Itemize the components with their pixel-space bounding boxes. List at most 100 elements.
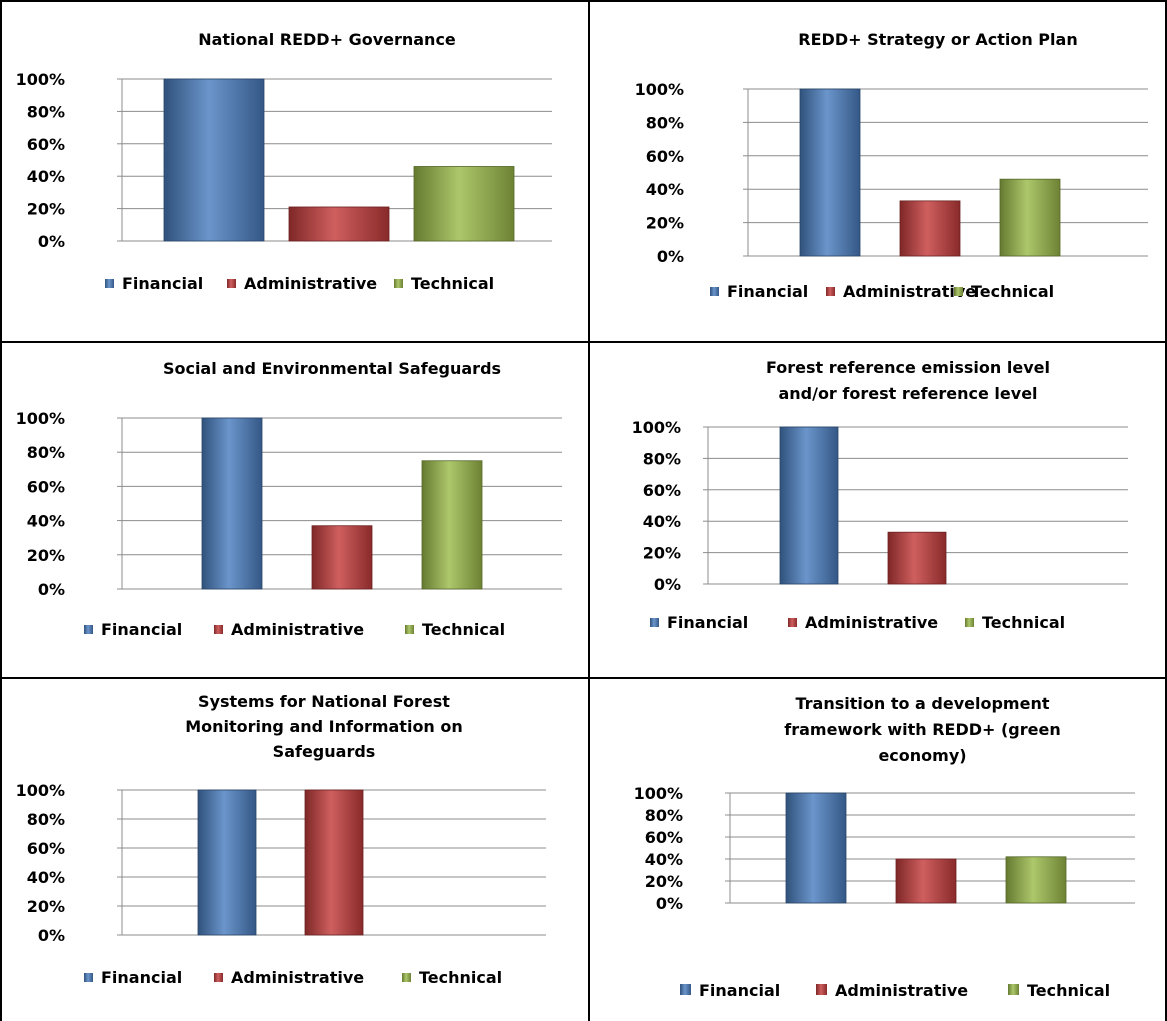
- chart-svg: National REDD+ Governance 0% 20% 40% 60% 80% 1…: [16, 30, 552, 293]
- grid-border-top: [0, 0, 1167, 2]
- chart-svg: REDD+ Strategy or Action Plan 0% 20% 40% 60%…: [635, 30, 1148, 301]
- y-tick-label: 20%: [646, 214, 684, 233]
- legend-label-administrative: Administrative: [244, 274, 377, 293]
- y-tick-label: 80%: [27, 102, 65, 121]
- chart-forest-reference-emission-level: Forest reference emission level and/or fo…: [590, 343, 1165, 677]
- y-tick-label: 100%: [634, 784, 683, 803]
- legend-label-administrative: Administrative: [231, 968, 364, 987]
- y-tick-label: 80%: [645, 806, 683, 825]
- legend-swatch-technical: [954, 287, 963, 296]
- chart-title-line: framework with REDD+ (green: [784, 720, 1060, 739]
- legend-swatch-financial: [680, 984, 691, 995]
- y-tick-label: 60%: [643, 481, 681, 500]
- y-tick-label: 60%: [645, 828, 683, 847]
- legend-label-financial: Financial: [122, 274, 203, 293]
- y-tick-label: 60%: [27, 477, 65, 496]
- y-tick-label: 100%: [632, 418, 681, 437]
- bar-administrative: [288, 206, 390, 242]
- y-tick-label: 40%: [646, 180, 684, 199]
- y-tick-label: 0%: [38, 580, 65, 599]
- legend-label-administrative: Administrative: [835, 981, 968, 1000]
- y-tick-label: 40%: [643, 512, 681, 531]
- chart-title-line: Safeguards: [273, 742, 376, 761]
- legend-label-technical: Technical: [419, 968, 502, 987]
- legend-label-technical: Technical: [422, 620, 505, 639]
- bar-technical: [999, 178, 1061, 257]
- chart-title-line: Forest reference emission level: [766, 358, 1050, 377]
- legend-swatch-administrative: [214, 625, 223, 634]
- legend-label-financial: Financial: [727, 282, 808, 301]
- y-tick-label: 20%: [645, 872, 683, 891]
- y-tick-label: 80%: [646, 113, 684, 132]
- legend-swatch-technical: [405, 625, 414, 634]
- legend-swatch-financial: [84, 973, 93, 982]
- bar-technical: [421, 460, 483, 590]
- y-tick-label: 40%: [27, 868, 65, 887]
- legend-swatch-administrative: [227, 279, 236, 288]
- chart-title-line: Transition to a development: [796, 694, 1050, 713]
- grid-divider-vertical: [588, 0, 590, 1021]
- legend-swatch-technical: [1008, 984, 1019, 995]
- grid-border-right: [1165, 0, 1167, 1021]
- y-tick-label: 40%: [27, 167, 65, 186]
- chart-transition-development-framework: Transition to a development framework wit…: [590, 679, 1165, 1021]
- legend-swatch-technical: [394, 279, 403, 288]
- legend-swatch-financial: [105, 279, 114, 288]
- legend-label-technical: Technical: [411, 274, 494, 293]
- y-tick-label: 20%: [643, 544, 681, 563]
- legend-label-administrative: Administrative: [231, 620, 364, 639]
- bar-technical: [413, 166, 515, 242]
- legend-swatch-financial: [710, 287, 719, 296]
- bar-administrative: [887, 531, 947, 585]
- y-tick-label: 0%: [38, 926, 65, 945]
- bar-administrative: [895, 858, 957, 904]
- legend-swatch-administrative: [788, 618, 797, 627]
- chart-title-line: National REDD+ Governance: [198, 30, 456, 49]
- chart-national-forest-monitoring-systems: Systems for National Forest Monitoring an…: [2, 679, 588, 1021]
- legend-swatch-technical: [965, 618, 974, 627]
- legend-label-technical: Technical: [971, 282, 1054, 301]
- legend-label-technical: Technical: [982, 613, 1065, 632]
- grid-divider-row2: [0, 677, 1167, 679]
- chart-svg: Systems for National Forest Monitoring an…: [16, 692, 546, 987]
- chart-title-line: Social and Environmental Safeguards: [163, 359, 501, 378]
- legend-swatch-financial: [84, 625, 93, 634]
- grid-divider-row1: [0, 341, 1167, 343]
- legend-label-financial: Financial: [101, 620, 182, 639]
- bar-financial: [779, 426, 839, 585]
- y-tick-label: 80%: [643, 449, 681, 468]
- y-tick-label: 20%: [27, 897, 65, 916]
- y-tick-label: 40%: [27, 512, 65, 531]
- legend-label-financial: Financial: [699, 981, 780, 1000]
- chart-svg: Social and Environmental Safeguards 0% 20%…: [16, 359, 562, 639]
- bar-financial: [799, 88, 861, 257]
- y-tick-label: 60%: [27, 839, 65, 858]
- chart-social-environmental-safeguards: Social and Environmental Safeguards 0% 20%…: [2, 343, 588, 677]
- legend-swatch-administrative: [816, 984, 827, 995]
- legend-swatch-financial: [650, 618, 659, 627]
- legend-label-financial: Financial: [101, 968, 182, 987]
- y-tick-label: 100%: [16, 781, 65, 800]
- bar-financial: [201, 417, 263, 590]
- y-tick-label: 0%: [656, 894, 683, 913]
- chart-title-line: Monitoring and Information on: [185, 717, 463, 736]
- grid-border-left: [0, 0, 2, 1021]
- y-tick-label: 80%: [27, 810, 65, 829]
- chart-title-line: REDD+ Strategy or Action Plan: [798, 30, 1077, 49]
- y-tick-label: 60%: [27, 135, 65, 154]
- legend-swatch-administrative: [826, 287, 835, 296]
- chart-title-line: Systems for National Forest: [198, 692, 450, 711]
- y-tick-label: 0%: [657, 247, 684, 266]
- y-tick-label: 0%: [38, 232, 65, 251]
- y-tick-label: 100%: [635, 80, 684, 99]
- chart-svg: Transition to a development framework wit…: [634, 694, 1135, 1000]
- chart-title-line: and/or forest reference level: [778, 384, 1037, 403]
- bar-administrative: [899, 200, 961, 257]
- y-tick-label: 60%: [646, 147, 684, 166]
- bar-financial: [197, 789, 257, 936]
- y-tick-label: 20%: [27, 200, 65, 219]
- chart-title-line: economy): [878, 746, 966, 765]
- chart-national-redd-governance: National REDD+ Governance 0% 20% 40% 60% 80% 1…: [2, 2, 588, 341]
- bar-financial: [785, 792, 847, 904]
